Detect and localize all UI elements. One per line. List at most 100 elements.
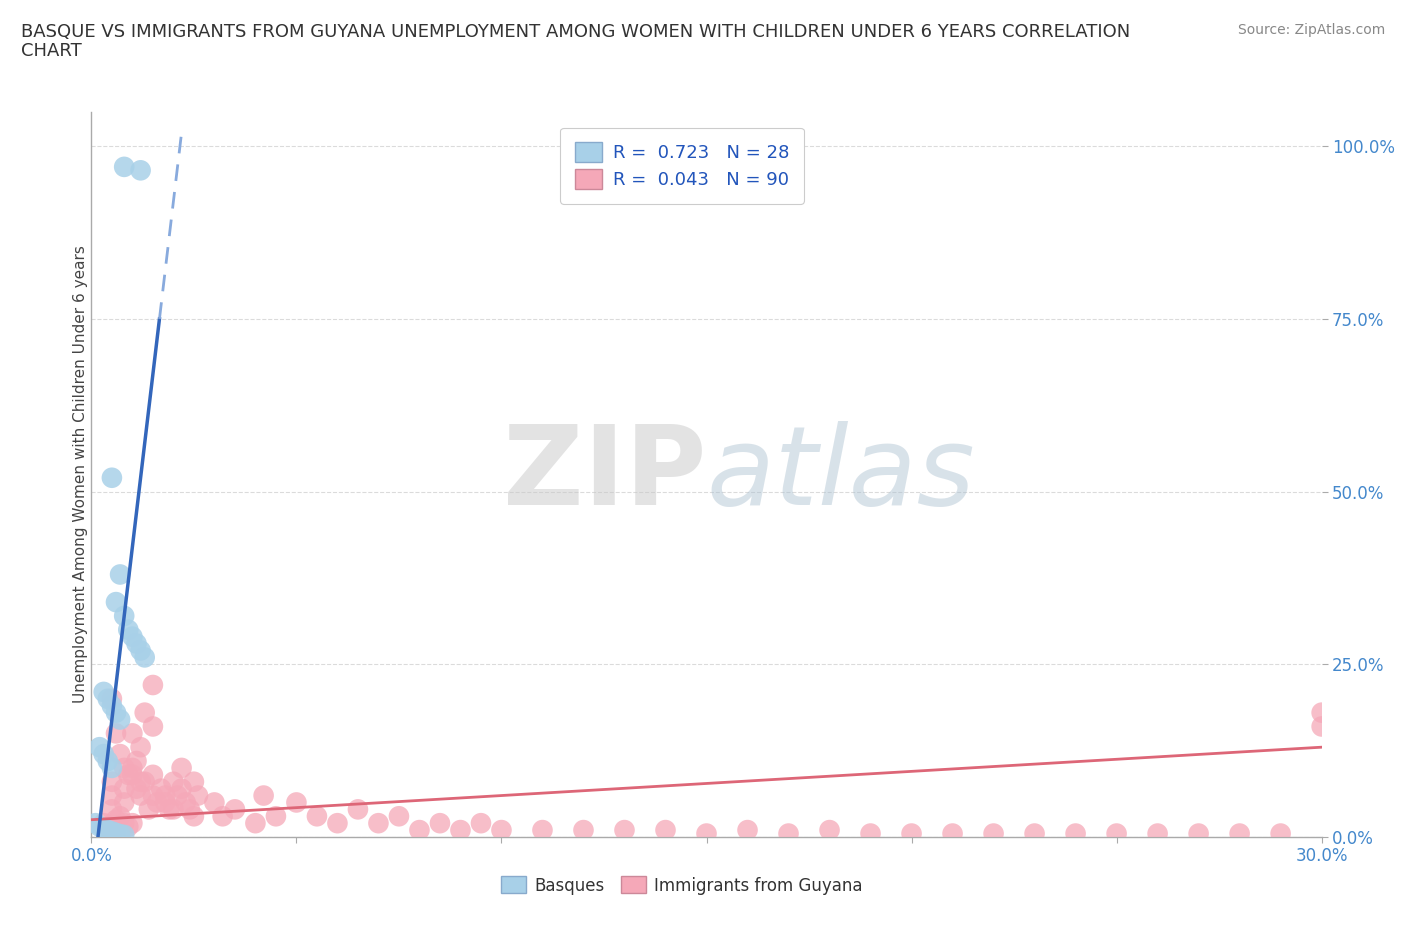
Point [105,812,127,827]
Point [408,823,430,838]
Point [112,781,135,796]
Point [388,809,411,824]
Point [93,684,115,699]
Point [654,823,676,838]
Point [1187,826,1209,841]
Point [129,739,152,754]
Point [93,816,115,830]
Point [97,819,120,834]
Point [1270,826,1292,841]
Point [1105,826,1128,841]
Point [101,788,124,803]
Point [105,705,127,720]
Point [224,802,246,817]
Point [778,826,800,841]
Point [245,816,267,830]
Y-axis label: Unemployment Among Women with Children Under 6 years: Unemployment Among Women with Children U… [73,246,87,703]
Point [1229,826,1251,841]
Point [367,816,389,830]
Point [121,761,143,776]
Point [108,827,131,842]
Point [101,824,124,839]
Point [112,795,135,810]
Point [166,788,188,803]
Point [900,826,922,841]
Point [101,802,124,817]
Point [737,823,759,838]
Point [101,823,124,838]
Point [491,823,513,838]
Point [142,788,165,803]
Point [183,809,205,824]
Point [89,819,111,834]
Point [1310,719,1333,734]
Point [125,781,148,796]
Point [121,767,143,782]
Point [101,691,124,706]
Point [179,802,201,817]
Point [117,767,139,782]
Point [101,829,124,844]
Point [983,826,1005,841]
Point [112,828,135,843]
Point [531,823,554,838]
Point [202,795,225,810]
Point [125,636,148,651]
Point [134,705,156,720]
Point [170,781,193,796]
Point [470,816,492,830]
Point [129,788,152,803]
Point [1064,826,1087,841]
Point [695,826,717,841]
Point [84,816,107,830]
Point [142,678,165,693]
Point [117,819,139,834]
Point [305,809,328,824]
Point [101,824,124,839]
Point [101,761,124,776]
Point [162,802,184,817]
Point [101,698,124,713]
Point [108,712,131,727]
Legend: Basques, Immigrants from Guyana: Basques, Immigrants from Guyana [494,870,870,901]
Point [942,826,965,841]
Point [1024,826,1046,841]
Point [97,753,120,768]
Point [129,775,152,790]
Point [429,816,451,830]
Point [89,739,111,754]
Point [150,781,173,796]
Point [121,816,143,830]
Point [101,826,124,841]
Point [108,809,131,824]
Point [153,788,177,803]
Point [108,747,131,762]
Point [1146,826,1168,841]
Point [125,753,148,768]
Point [146,795,169,810]
Point [97,823,120,838]
Text: BASQUE VS IMMIGRANTS FROM GUYANA UNEMPLOYMENT AMONG WOMEN WITH CHILDREN UNDER 6 : BASQUE VS IMMIGRANTS FROM GUYANA UNEMPLO… [21,23,1130,41]
Point [112,608,135,623]
Point [105,826,127,841]
Point [187,788,209,803]
Point [264,809,287,824]
Point [183,775,205,790]
Point [112,159,135,174]
Point [129,163,152,178]
Point [326,816,349,830]
Point [170,761,193,776]
Point [105,594,127,609]
Point [134,650,156,665]
Point [162,775,184,790]
Point [157,802,180,817]
Point [105,726,127,741]
Point [174,795,197,810]
Point [613,823,636,838]
Point [253,788,276,803]
Point [449,823,471,838]
Point [153,795,177,810]
Point [101,471,124,485]
Point [818,823,841,838]
Point [129,643,152,658]
